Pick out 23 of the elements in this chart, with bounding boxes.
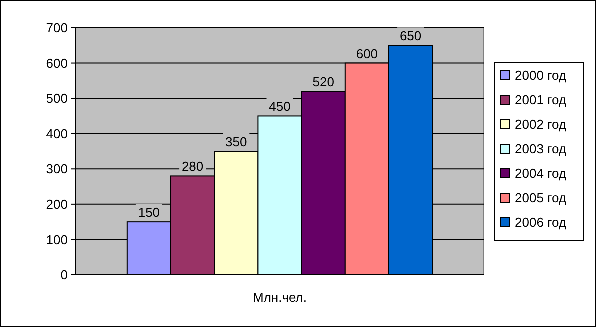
data-label: 520 [312, 74, 334, 90]
y-tick-label: 400 [46, 126, 68, 142]
y-tick-label: 200 [46, 196, 68, 212]
y-tick-label: 600 [46, 56, 68, 71]
legend-label: 2006 год [515, 215, 567, 230]
y-tick-label: 700 [46, 20, 68, 36]
legend-label: 2001 год [515, 92, 567, 108]
y-tick-label: 0 [60, 268, 68, 283]
y-tick-label: 500 [46, 91, 68, 106]
x-tick-label: Млн.чел. [253, 290, 307, 305]
legend-label: 2005 год [515, 190, 567, 206]
data-label: 450 [269, 99, 291, 114]
data-label: 350 [226, 134, 248, 150]
data-label: 600 [356, 46, 378, 62]
data-label: 280 [182, 159, 204, 174]
legend-label: 2002 год [515, 117, 567, 132]
legend-label: 2000 год [515, 68, 567, 84]
y-tick-label: 300 [46, 162, 68, 177]
legend-label: 2004 год [515, 166, 567, 182]
legend-label: 2003 год [515, 142, 567, 157]
data-label: 650 [400, 28, 422, 44]
data-label: 150 [138, 205, 160, 220]
y-tick-label: 100 [46, 232, 68, 248]
